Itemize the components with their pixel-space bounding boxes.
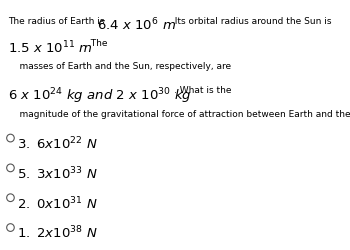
Text: $1.\ 2x10^{38}\ N$: $1.\ 2x10^{38}\ N$ [17,225,98,242]
Text: $3.\ 6x10^{22}\ N$: $3.\ 6x10^{22}\ N$ [17,136,98,152]
Text: masses of Earth and the Sun, respectively, are: masses of Earth and the Sun, respectivel… [8,62,231,70]
Text: . Its orbital radius around the Sun is: . Its orbital radius around the Sun is [169,17,331,26]
Text: . The: . The [84,39,107,48]
Text: The radius of Earth is: The radius of Earth is [8,17,107,26]
Text: $2.\ 0x10^{31}\ N$: $2.\ 0x10^{31}\ N$ [17,195,98,212]
Text: $6.4\ x\ 10^{6}\ m$: $6.4\ x\ 10^{6}\ m$ [98,17,176,34]
Text: $5.\ 3x10^{33}\ N$: $5.\ 3x10^{33}\ N$ [17,166,98,182]
Text: $6\ x\ 10^{24}\ kg\ and\ 2\ x\ 10^{30}\ kg$: $6\ x\ 10^{24}\ kg\ and\ 2\ x\ 10^{30}\ … [8,86,192,106]
Text: . What is the: . What is the [174,86,231,96]
Text: $1.5\ x\ 10^{11}\ m$: $1.5\ x\ 10^{11}\ m$ [8,39,93,56]
Text: magnitude of the gravitational force of attraction between Earth and the Sun?: magnitude of the gravitational force of … [8,110,350,119]
